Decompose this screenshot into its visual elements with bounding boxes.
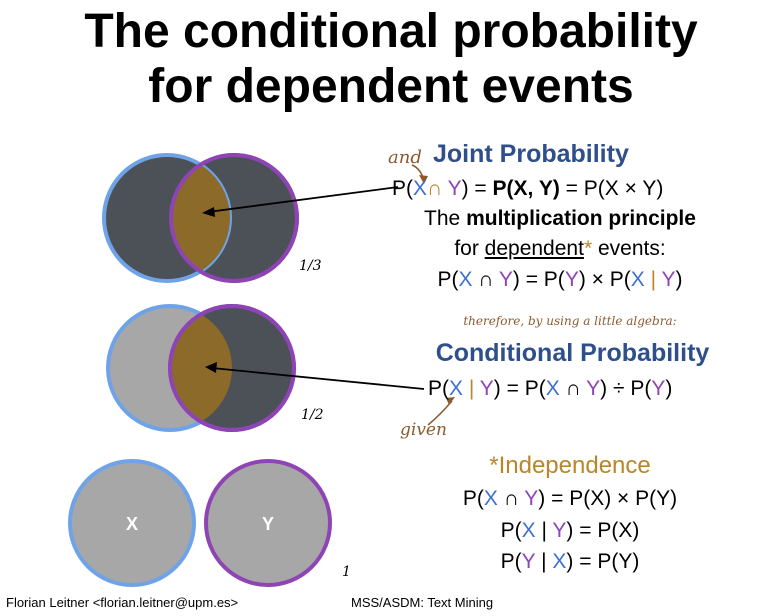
independence-heading: *Independence: [489, 452, 651, 479]
multiplication-formula: P(X ∩ Y) = P(Y) × P(X | Y): [437, 268, 683, 291]
given-annotation: given: [400, 420, 447, 440]
conditional-probability-heading: Conditional Probability: [435, 339, 710, 367]
and-annotation: and: [388, 147, 422, 168]
independent-x-label: X: [126, 514, 138, 534]
venn-joint: [102, 153, 299, 283]
venn-independent: X Y: [68, 459, 332, 587]
dependent-events-line: for dependent* events:: [454, 237, 666, 260]
venn-joint-intersection: [171, 155, 230, 281]
title-line-1: The conditional probability: [84, 5, 698, 58]
independent-y-circle: [204, 459, 332, 587]
footer-course: MSS/ASDM: Text Mining: [351, 595, 494, 610]
independence-formula-1: P(X ∩ Y) = P(X) × P(Y): [462, 487, 678, 510]
venn-cond-intersection: [170, 306, 232, 430]
transition-annotation: therefore, by using a little algebra:: [463, 314, 677, 328]
joint-formula: P(X∩ Y) = P(X, Y) = P(X × Y): [392, 177, 664, 200]
joint-probability-heading: Joint Probability: [433, 140, 629, 168]
conditional-arrow: [211, 367, 425, 390]
footer-author: Florian Leitner <florian.leitner@upm.es>: [6, 595, 239, 610]
fraction-conditional: 1/2: [301, 407, 324, 423]
joint-arrow: [207, 186, 399, 213]
venn-conditional: [106, 304, 296, 432]
independence-formula-3: P(Y | X) = P(Y): [500, 550, 640, 573]
multiplication-principle-line: The multiplication principle: [424, 207, 696, 230]
independent-x-circle: [68, 459, 196, 587]
title-line-2: for dependent events: [148, 60, 634, 113]
fraction-joint: 1/3: [299, 258, 322, 274]
independence-formula-2: P(X | Y) = P(X): [500, 519, 640, 542]
conditional-formula: P(X | Y) = P(X ∩ Y) ÷ P(Y): [428, 377, 673, 400]
fraction-independent: 1: [342, 564, 351, 580]
independent-y-label: Y: [262, 514, 274, 534]
slide-title: The conditional probability for dependen…: [0, 4, 782, 114]
